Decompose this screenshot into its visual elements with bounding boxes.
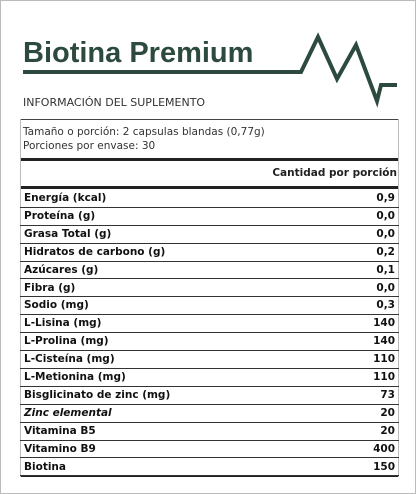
row-label: Sodio (mg) xyxy=(24,299,89,312)
row-label: Biotina xyxy=(24,460,66,473)
table-row: Bisglicinato de zinc (mg) 73 xyxy=(20,386,399,405)
row-value: 110 xyxy=(373,371,395,383)
column-header: Cantidad por porción xyxy=(272,167,397,179)
thick-rule xyxy=(20,158,399,161)
row-label: Vitamina B5 xyxy=(24,424,96,437)
title: Biotina Premium xyxy=(23,37,254,69)
row-value: 0,0 xyxy=(376,209,395,222)
row-label: Grasa Total (g) xyxy=(24,227,112,240)
row-label: L-Prolina (mg) xyxy=(24,335,109,348)
table-row: Fibra (g) 0,0 xyxy=(20,279,399,298)
row-value: 0,0 xyxy=(376,281,395,294)
row-label: Proteína (g) xyxy=(24,209,96,222)
table-row: L-Metionina (mg) 110 xyxy=(20,368,399,387)
row-value: 0,1 xyxy=(376,263,395,276)
table-row: Azúcares (g) 0,1 xyxy=(20,261,399,280)
row-value: 0,9 xyxy=(376,192,395,204)
row-value: 0,2 xyxy=(376,245,395,258)
table-row: Energía (kcal) 0,9 xyxy=(20,189,399,208)
row-value: 20 xyxy=(380,424,395,437)
table-row: Vitamina B5 20 xyxy=(20,422,399,441)
row-label: Zinc elemental xyxy=(24,406,112,419)
row-value: 140 xyxy=(373,335,395,348)
row-value: 0,0 xyxy=(376,227,395,240)
table-row: L-Prolina (mg) 140 xyxy=(20,332,399,352)
table-row: Biotina 150 xyxy=(20,458,399,477)
row-label: L-Metionina (mg) xyxy=(24,371,126,383)
row-value: 150 xyxy=(373,460,395,473)
row-label: L-Lisina (mg) xyxy=(24,317,102,330)
row-value: 0,3 xyxy=(376,299,395,312)
table-row: L-Lisina (mg) 140 xyxy=(20,314,399,334)
row-label: Azúcares (g) xyxy=(24,263,99,276)
row-value: 73 xyxy=(380,388,395,401)
row-label: L-Cisteína (mg) xyxy=(24,353,115,366)
row-value: 140 xyxy=(373,317,395,330)
row-label: Fibra (g) xyxy=(24,281,76,294)
serving-size: Tamaño o porción: 2 capsulas blandas (0,… xyxy=(23,126,265,138)
table-row: Grasa Total (g) 0,0 xyxy=(20,225,399,244)
table-row: Sodio (mg) 0,3 xyxy=(20,296,399,316)
table-row: L-Cisteína (mg) 110 xyxy=(20,350,399,369)
table-row: Hidratos de carbono (g) 0,2 xyxy=(20,243,399,262)
row-value: 20 xyxy=(380,406,395,419)
left-border xyxy=(20,119,21,477)
right-border xyxy=(398,119,399,477)
servings-per-container: Porciones por envase: 30 xyxy=(23,140,156,152)
row-value: 400 xyxy=(373,442,395,455)
row-label: Hidratos de carbono (g) xyxy=(24,245,166,258)
row-label: Bisglicinato de zinc (mg) xyxy=(24,388,171,401)
subtitle: INFORMACIÓN DEL SUPLEMENTO xyxy=(23,96,206,109)
row-label: Energía (kcal) xyxy=(24,192,107,204)
thick-rule xyxy=(20,186,399,189)
table-row: Proteína (g) 0,0 xyxy=(20,207,399,226)
table-row: Zinc elemental 20 xyxy=(20,404,399,423)
row-label: Vitamino B9 xyxy=(24,442,96,455)
table-row: Vitamino B9 400 xyxy=(20,440,399,459)
row-value: 110 xyxy=(373,353,395,366)
rule xyxy=(20,119,399,477)
heartbeat-line xyxy=(23,32,397,108)
